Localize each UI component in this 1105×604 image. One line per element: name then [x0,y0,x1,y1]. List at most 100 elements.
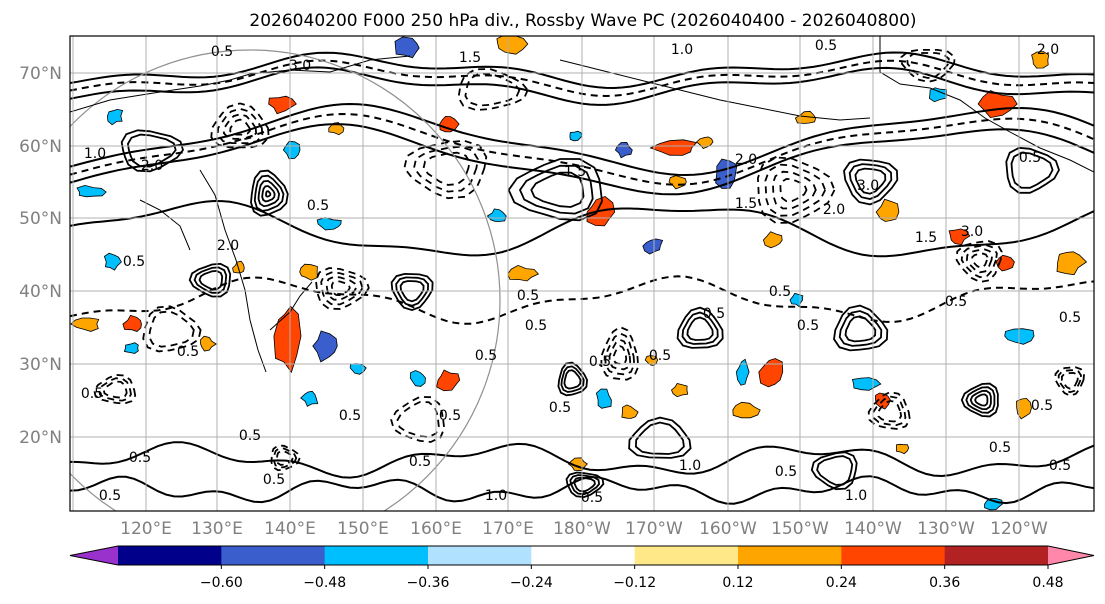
colorbar-segment [324,546,429,565]
contour-label: 2.0 [735,152,757,168]
divergence-patch [569,130,583,142]
contour-label: 0.5 [549,400,571,416]
longitude-label: 130°E [191,519,243,539]
latitude-label: 60°N [19,137,62,157]
contour-loop [1054,366,1086,397]
latitude-label: 30°N [19,355,62,375]
contour-label: 1.0 [679,458,701,474]
contour-loop [314,267,370,310]
contour-loop [844,315,877,343]
colorbar-segment [221,546,326,565]
contour-loop [210,102,270,149]
contour-loop [900,49,956,83]
contour-loop [222,113,258,140]
divergence-patch [76,184,107,198]
contour-labels: 0.5 3.0 1.5 1.0 0.5 2.0 1.0 2.0 0.5 1.5 2.0 2.0 1.5 3… [81,38,1081,506]
divergence-patch [621,404,639,419]
divergence-patch [394,36,420,59]
contour-loop [854,167,887,195]
contour-label: 0.5 [263,472,285,488]
divergence-patch [1056,251,1088,276]
contour-label: 1.0 [485,488,507,504]
contour-label: 1.5 [459,50,481,66]
contour-label: 0.5 [439,408,461,424]
divergence-patch [436,369,461,392]
longitude-label: 140°E [264,519,316,539]
contour-label: 0.5 [581,490,603,506]
contour-label: 0.5 [211,44,233,60]
contour-loop [848,163,893,200]
longitude-label: 170°W [625,519,683,539]
contour-loop [810,451,858,491]
contour-label: 0.5 [129,450,151,466]
divergence-patch [70,317,100,332]
contour-loop [965,248,994,274]
lat-lon-grid [70,36,1094,511]
colorbar-tick-label: −0.12 [613,575,656,591]
divergence-patch [409,370,426,387]
contour-label: 1.5 [735,196,757,212]
colorbar-tick-label: 0.12 [722,575,753,591]
longitude-label: 170°E [482,519,534,539]
contour-loop [330,280,351,297]
contour-label: 2.0 [823,202,845,218]
contour-loop [390,395,446,443]
contour-loop [1061,371,1079,390]
divergence-patch [299,263,318,281]
longitude-axis: 120°E 130°E 140°E 150°E 160°E 170°E 180°W 170°W… [120,519,1048,539]
contour-label: 0.5 [589,354,611,370]
coastline [269,281,313,331]
contour-loop [422,151,471,186]
divergence-patch [875,198,900,222]
contour-loop [396,401,440,439]
contour-loop [971,252,989,269]
contour-loop [1005,146,1060,194]
contour-label: 0.5 [649,348,671,364]
contour-loop [261,185,276,203]
colorbar-tick-label: 0.48 [1032,575,1063,591]
contour-loop [518,164,594,215]
contour-loop [229,118,251,136]
contour-label: 0.5 [775,464,797,480]
longitude-label: 160°E [410,519,462,539]
contour-label: 0.5 [1059,310,1081,326]
divergence-patch [123,342,139,354]
colorbar-segment [634,546,739,565]
contour-label: 2.0 [1037,42,1059,58]
latitude-label: 20°N [19,428,62,448]
divergence-patch [316,217,342,231]
contour-loop [188,262,232,298]
colorbar-tick-label: −0.60 [200,575,243,591]
contour-loop [569,474,601,496]
contour-label: 0.5 [1019,150,1041,166]
contour-label: 0.5 [989,440,1011,456]
contour-label: 1.0 [671,42,693,58]
colorbar-extend-min [70,546,118,565]
contour-loop [403,139,488,200]
divergence-patch [273,305,302,374]
longitude-label: 180°W [553,519,611,539]
contour-loop [560,365,585,393]
contour-loop [563,369,582,390]
longitude-label: 120°E [120,519,172,539]
contour-loop [457,68,529,111]
longitude-label: 130°W [917,519,975,539]
contour-loop [843,158,899,206]
colorbar-tick-label: −0.36 [407,575,450,591]
contour-label: 0.5 [99,488,121,504]
contour-label: 2.0 [141,158,163,174]
contour-loop [756,156,836,224]
contour-loop [273,447,298,469]
contour-label: 0.5 [81,386,103,402]
divergence-patch [732,401,761,419]
contour-loop [399,280,425,303]
contour-loop [148,310,195,348]
contour-label: 0.5 [123,254,145,270]
contour-label: 1.5 [915,230,937,246]
contour-loop [838,310,883,347]
colorbar-tick-label: −0.24 [510,575,553,591]
contour-loop [816,455,854,486]
colorbar-extend-max [1048,546,1094,565]
contour-loop [253,174,285,212]
